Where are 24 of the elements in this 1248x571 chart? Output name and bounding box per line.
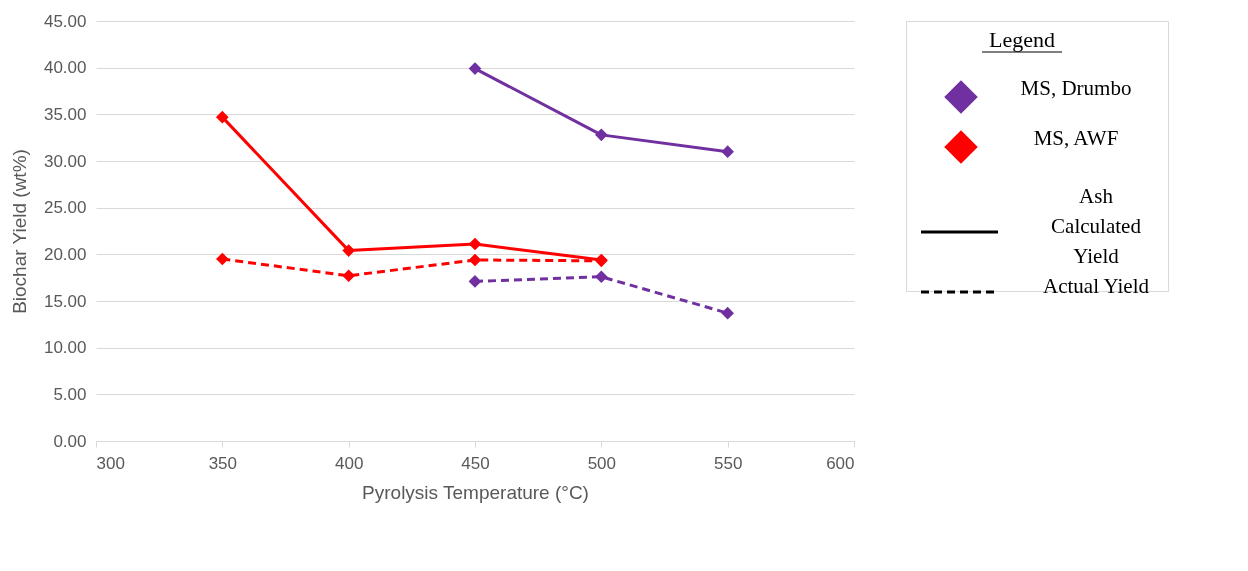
y-tick-label: 45.00 [43, 11, 87, 31]
text: Ash Calculated Yield [1051, 184, 1142, 268]
x-tick-label: 500 [587, 453, 617, 473]
legend-title: Legend [989, 27, 1055, 52]
x-tick-label: 600 [826, 453, 855, 473]
x-tick-label: 550 [713, 453, 743, 473]
x-tick-label: 350 [208, 453, 238, 473]
text: Actual Yield [1043, 274, 1150, 298]
y-tick-label: 5.00 [53, 384, 87, 404]
x-axis-title: Pyrolysis Temperature (°C) [362, 481, 589, 503]
x-tick-label: 450 [461, 453, 490, 473]
text: MS, AWF [1033, 126, 1119, 150]
x-tick-label: 400 [334, 453, 364, 473]
y-tick-label: 0.00 [53, 431, 87, 451]
legend-label: MS, Drumbo [1020, 76, 1132, 100]
x-tick-label: 300 [96, 453, 125, 473]
y-tick-label: 20.00 [43, 244, 87, 264]
y-tick-label: 10.00 [43, 338, 87, 358]
y-tick-label: 15.00 [43, 291, 87, 311]
y-tick-label: 25.00 [43, 198, 87, 218]
y-tick-label: 35.00 [43, 104, 87, 124]
y-tick-label: 40.00 [43, 58, 87, 78]
y-axis-title: Biochar Yield (wt%) [8, 149, 30, 314]
y-tick-label: 30.00 [43, 151, 87, 171]
